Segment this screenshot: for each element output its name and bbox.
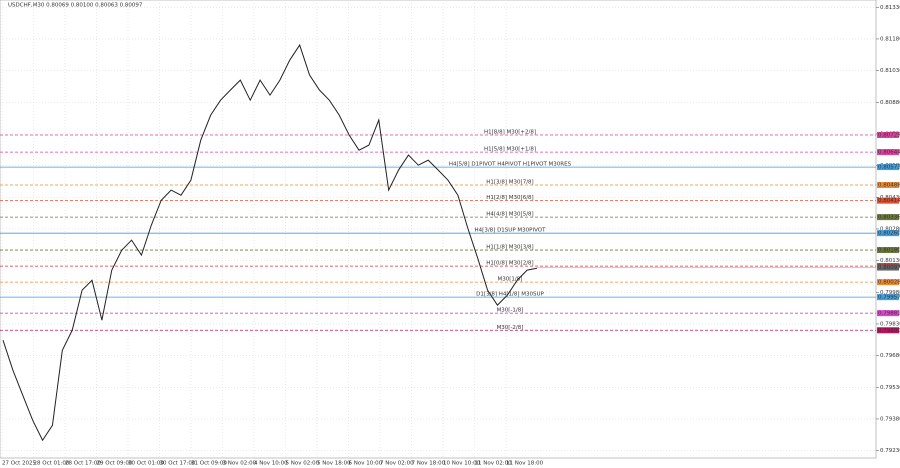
level-label: D1[3/8] H4[1/8] M30SUP <box>476 292 544 298</box>
level-price: 0.80725 <box>878 133 900 139</box>
x-tick-label: 6 Nov 10:00 <box>349 461 383 467</box>
level-price-box <box>877 132 899 138</box>
level-price: 0.80180 <box>878 248 900 254</box>
level-price-box <box>877 310 899 317</box>
level-price-box <box>877 294 899 301</box>
x-tick-label: 28 Oct 01:00 <box>34 461 70 467</box>
x-tick-label: 4 Nov 10:00 <box>254 461 288 467</box>
level-price: 0.79957 <box>878 295 900 301</box>
level-label: H4[5/8] D1PIVOT H4PIVOT H1PIVOT M30RES <box>449 162 572 168</box>
x-tick-label: 11 Nov 18:00 <box>506 461 544 467</box>
level-label: H1[2/8] M30[6/8] <box>486 195 533 201</box>
chart-title: USDCHF,M30 0.80069 0.80100 0.80063 0.800… <box>8 3 143 9</box>
x-tick-label: 28 Oct 17:00 <box>65 461 101 467</box>
level-price-box <box>877 247 899 254</box>
level-price-box <box>877 214 899 221</box>
level-label: M30[-2/8] <box>497 325 524 331</box>
level-price-box <box>877 197 899 204</box>
x-tick-label: 10 Nov 10:00 <box>443 461 481 467</box>
level-price: 0.80260 <box>878 231 900 237</box>
current-price-box <box>877 264 899 271</box>
level-price-box <box>877 327 899 334</box>
level-price-box <box>877 149 899 156</box>
level-label: H1[3/8] M30[7/8] <box>486 180 533 186</box>
x-tick-label: 5 Nov 02:00 <box>286 461 320 467</box>
level-label: M30[1/8] <box>498 277 523 283</box>
level-price-box <box>877 279 899 286</box>
level-price-box <box>877 182 899 189</box>
x-tick-label: 30 Oct 17:00 <box>160 461 196 467</box>
level-price: 0.80028 <box>878 280 900 286</box>
level-label: H4[3/8] D1SUP M30PIVOT <box>475 228 547 234</box>
level-label: H1[0/8] M30[2/8] <box>486 261 533 267</box>
level-label: H4[4/8] M30[5/8] <box>486 212 533 218</box>
level-label: H1[1/8] M30[3/8] <box>486 245 533 251</box>
current-price-label: 0.80097 <box>878 265 900 271</box>
x-tick-label: 11 Nov 02:00 <box>475 461 513 467</box>
level-price: 0.80644 <box>878 150 900 156</box>
x-tick-label: 27 Oct 2025 <box>2 461 37 467</box>
x-tick-label: 31 Oct 09:00 <box>191 461 227 467</box>
level-price-box <box>877 164 899 171</box>
level-label: H1[8/8] M30[+2/8] <box>484 130 536 136</box>
y-tick-label: 0.81330 <box>880 5 900 11</box>
price-line <box>2 43 538 442</box>
x-tick-label: 30 Oct 01:00 <box>128 461 164 467</box>
x-tick-label: 7 Nov 02:00 <box>380 461 414 467</box>
level-price: 0.80488 <box>878 183 900 189</box>
level-price: 0.80573 <box>878 165 900 171</box>
x-tick-label: 5 Nov 18:00 <box>317 461 351 467</box>
level-price: 0.79800 <box>878 328 900 334</box>
level-price: 0.80336 <box>878 215 900 221</box>
x-tick-label: 3 Nov 02:00 <box>223 461 257 467</box>
x-tick-label: 7 Nov 18:00 <box>412 461 446 467</box>
level-label: H1[5/8] M30[+1/8] <box>484 147 536 153</box>
x-tick-label: 29 Oct 09:00 <box>97 461 133 467</box>
level-label: M30[-1/8] <box>497 308 524 314</box>
level-price-box <box>877 230 899 237</box>
level-price: 0.79881 <box>878 311 900 317</box>
level-price: 0.80414 <box>878 198 900 204</box>
